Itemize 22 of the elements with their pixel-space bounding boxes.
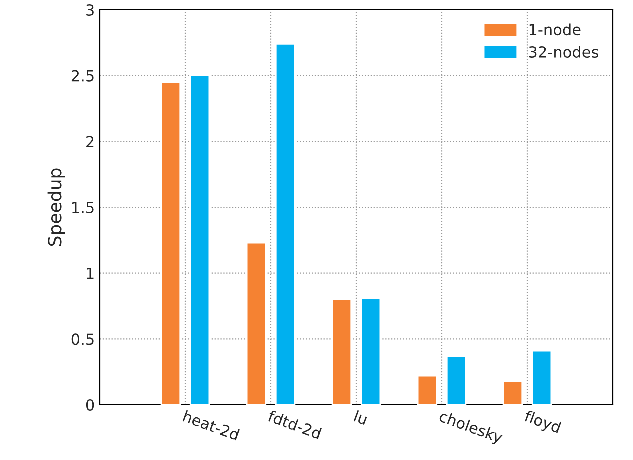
- x-tick-label: floyd: [522, 410, 562, 436]
- bar: [532, 350, 552, 405]
- y-axis-title: Speedup: [48, 168, 66, 246]
- bar: [417, 375, 438, 405]
- bar: [160, 82, 182, 405]
- y-tick-label: 1.5: [72, 202, 94, 214]
- y-tick-label: 0.5: [72, 334, 94, 346]
- y-tick-label: 0: [86, 399, 94, 412]
- y-tick-label: 3: [86, 4, 94, 16]
- bar: [446, 356, 467, 405]
- x-tick-label: lu: [354, 410, 368, 426]
- bar: [246, 242, 267, 405]
- bar: [332, 298, 352, 405]
- bar: [502, 380, 524, 405]
- legend-label: 32-nodes: [529, 46, 599, 58]
- y-tick-label: 2.5: [72, 70, 94, 82]
- y-tick-label: 1: [87, 268, 94, 280]
- bar: [190, 75, 210, 405]
- bar: [360, 298, 382, 405]
- legend-label: 1-node: [530, 24, 581, 36]
- y-tick-label: 2: [86, 136, 94, 148]
- bar: [275, 44, 296, 405]
